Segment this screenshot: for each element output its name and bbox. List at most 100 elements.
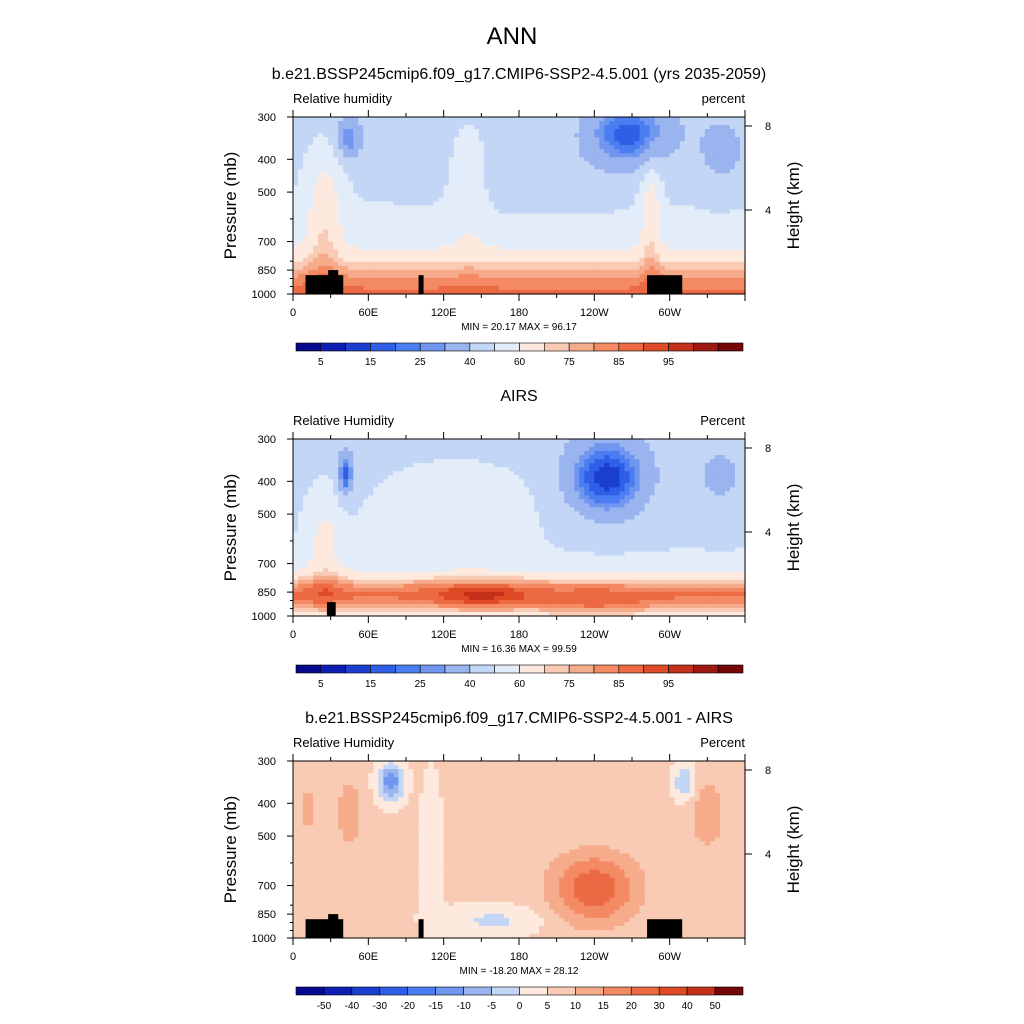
heatmap-cell (629, 133, 636, 138)
heatmap-cell (634, 173, 641, 178)
heatmap-cell (398, 161, 405, 166)
heatmap-cell (398, 245, 405, 251)
heatmap-cell (488, 153, 495, 158)
heatmap-cell (569, 209, 575, 215)
heatmap-cell (529, 249, 535, 255)
heatmap-cell (684, 121, 691, 126)
heatmap-cell (554, 149, 560, 154)
heatmap-cell (679, 217, 686, 223)
heatmap-cell (453, 273, 460, 279)
heatmap-cell (524, 125, 530, 130)
heatmap-cell (298, 197, 304, 203)
heatmap-cell (463, 451, 470, 456)
heatmap-field (293, 117, 746, 295)
heatmap-cell (674, 169, 681, 174)
heatmap-cell (363, 285, 369, 291)
heatmap-cell (318, 209, 324, 215)
heatmap-cell (674, 237, 681, 243)
heatmap-cell (609, 205, 616, 211)
heatmap-cell (488, 165, 495, 170)
heatmap-cell (338, 141, 344, 146)
heatmap-cell (348, 165, 354, 170)
heatmap-cell (423, 137, 430, 142)
heatmap-cell (529, 273, 535, 279)
heatmap-cell (408, 241, 415, 247)
heatmap-cell (694, 161, 701, 166)
heatmap-cell (714, 439, 721, 444)
heatmap-cell (313, 443, 319, 448)
heatmap-cell (679, 471, 686, 476)
heatmap-cell (654, 193, 661, 199)
heatmap-cell (709, 229, 716, 235)
heatmap-cell (599, 237, 605, 243)
heatmap-cell (323, 249, 329, 255)
heatmap-cell (524, 233, 530, 239)
heatmap-cell (378, 201, 384, 207)
heatmap-cell (659, 157, 666, 162)
heatmap-cell (699, 137, 706, 142)
heatmap-cell (438, 189, 445, 195)
heatmap-cell (539, 471, 545, 476)
heatmap-cell (699, 261, 706, 267)
heatmap-cell (574, 475, 580, 480)
heatmap-cell (614, 237, 621, 243)
heatmap-cell (739, 197, 746, 203)
heatmap-cell (373, 117, 379, 122)
heatmap-cell (493, 157, 500, 162)
heatmap-cell (508, 447, 515, 452)
heatmap-cell (694, 245, 701, 251)
heatmap-cell (443, 459, 450, 464)
heatmap-cell (513, 277, 520, 283)
heatmap-cell (614, 475, 621, 480)
heatmap-cell (413, 439, 420, 444)
heatmap-cell (358, 177, 364, 182)
heatmap-cell (709, 241, 716, 247)
heatmap-cell (503, 289, 510, 295)
heatmap-cell (318, 153, 324, 158)
heatmap-cell (639, 117, 646, 122)
heatmap-cell (498, 261, 505, 267)
heatmap-cell (398, 189, 405, 195)
heatmap-cell (594, 459, 600, 464)
heatmap-cell (594, 145, 600, 150)
heatmap-cell (333, 439, 339, 444)
heatmap-cell (634, 149, 641, 154)
heatmap-cell (348, 137, 354, 142)
heatmap-cell (313, 193, 319, 199)
heatmap-cell (719, 463, 726, 468)
heatmap-cell (669, 241, 676, 247)
heatmap-cell (614, 205, 621, 211)
heatmap-cell (549, 289, 555, 295)
heatmap-cell (513, 253, 520, 259)
heatmap-cell (659, 265, 666, 271)
heatmap-cell (508, 133, 515, 138)
heatmap-cell (684, 451, 691, 456)
heatmap-cell (353, 197, 359, 203)
heatmap-cell (383, 237, 390, 243)
heatmap-cell (574, 133, 580, 138)
heatmap-cell (579, 451, 585, 456)
heatmap-cell (734, 181, 741, 186)
heatmap-cell (664, 249, 671, 255)
heatmap-cell (433, 451, 440, 456)
heatmap-cell (549, 125, 555, 130)
heatmap-cell (619, 173, 626, 178)
heatmap-cell (739, 169, 746, 174)
heatmap-cell (554, 289, 560, 295)
heatmap-cell (634, 145, 641, 150)
heatmap-cell (398, 233, 405, 239)
heatmap-cell (664, 467, 671, 472)
heatmap-cell (308, 185, 314, 191)
heatmap-cell (313, 129, 319, 134)
heatmap-cell (488, 137, 495, 142)
heatmap-cell (378, 463, 384, 468)
heatmap-cell (649, 197, 656, 203)
heatmap-cell (378, 261, 384, 267)
heatmap-cell (308, 265, 314, 271)
heatmap-cell (594, 193, 600, 199)
heatmap-cell (579, 201, 585, 207)
heatmap-cell (308, 177, 314, 182)
heatmap-cell (619, 253, 626, 259)
heatmap-cell (724, 459, 731, 464)
heatmap-cell (483, 121, 490, 126)
